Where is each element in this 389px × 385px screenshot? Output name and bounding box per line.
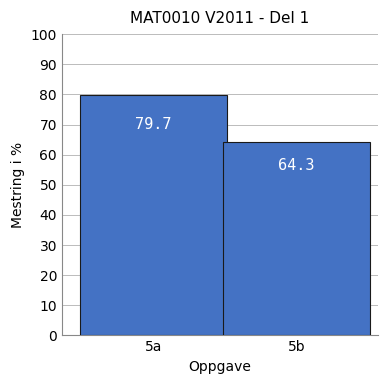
Title: MAT0010 V2011 - Del 1: MAT0010 V2011 - Del 1 xyxy=(130,11,310,26)
X-axis label: Oppgave: Oppgave xyxy=(188,360,251,374)
Bar xyxy=(223,142,370,335)
Bar xyxy=(80,95,227,335)
Text: 79.7: 79.7 xyxy=(135,117,172,132)
Y-axis label: Mestring i %: Mestring i % xyxy=(11,142,25,228)
Text: 64.3: 64.3 xyxy=(278,157,315,172)
